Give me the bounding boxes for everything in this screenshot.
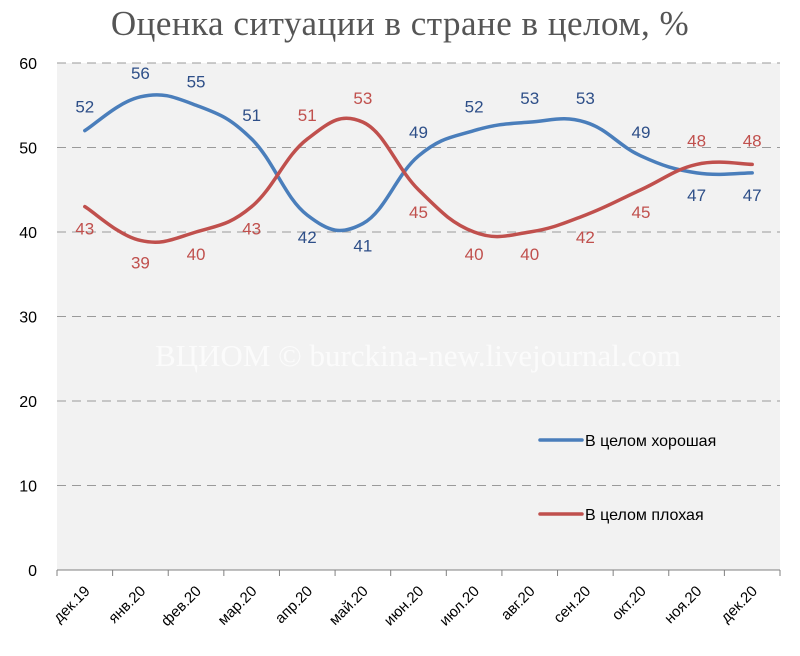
data-label: 47 (743, 186, 762, 205)
y-tick-label: 30 (19, 310, 37, 327)
data-label: 42 (576, 228, 595, 247)
watermark-text: ВЦИОМ © burckina-new.livejournal.com (155, 338, 681, 373)
data-label: 42 (298, 228, 317, 247)
data-label: 55 (187, 72, 206, 91)
chart-title: Оценка ситуации в стране в целом, % (110, 4, 690, 43)
data-label: 40 (187, 245, 206, 264)
x-tick-label: ноя.20 (661, 583, 705, 627)
x-tick-label: сен.20 (550, 583, 594, 627)
legend-label-1: В целом хорошая (585, 433, 716, 450)
data-label: 45 (409, 203, 428, 222)
y-tick-label: 60 (19, 56, 37, 73)
x-tick-label: авг.20 (498, 583, 539, 624)
data-label: 48 (743, 131, 762, 150)
y-tick-label: 20 (19, 394, 37, 411)
y-tick-label: 40 (19, 225, 37, 242)
y-tick-label: 10 (19, 479, 37, 496)
data-label: 49 (632, 123, 651, 142)
data-label: 40 (520, 245, 539, 264)
x-tick-label: дек.19 (50, 583, 93, 626)
y-tick-label: 0 (28, 563, 37, 580)
data-label: 53 (576, 89, 595, 108)
x-tick-label: май.20 (326, 583, 372, 629)
data-label: 53 (353, 89, 372, 108)
x-tick-label: дек.20 (718, 583, 761, 626)
legend-label-2: В целом плохая (585, 507, 704, 524)
y-tick-label: 50 (19, 141, 37, 158)
data-label: 52 (465, 98, 484, 117)
data-label: 56 (131, 64, 150, 83)
data-label: 40 (465, 245, 484, 264)
series-line-1 (83, 93, 754, 233)
x-tick-label: фев.20 (158, 583, 205, 630)
data-label: 45 (632, 203, 651, 222)
x-tick-label: янв.20 (105, 583, 149, 627)
x-tick-label: мар.20 (215, 583, 261, 629)
x-tick-label: окт.20 (609, 583, 650, 624)
data-label: 43 (242, 220, 261, 239)
data-label: 43 (75, 220, 94, 239)
series-line-2 (83, 116, 754, 244)
legend: В целом хорошая В целом плохая (538, 433, 716, 524)
data-label: 51 (298, 106, 317, 125)
x-tick-label: июл.20 (436, 583, 483, 630)
data-label: 52 (75, 98, 94, 117)
data-label: 48 (687, 131, 706, 150)
data-label: 51 (242, 106, 261, 125)
x-tick-label: апр.20 (272, 583, 316, 627)
data-label: 49 (409, 123, 428, 142)
data-label: 53 (520, 89, 539, 108)
x-tick-label: июн.20 (381, 583, 428, 630)
data-label: 47 (687, 186, 706, 205)
data-label: 39 (131, 253, 150, 272)
data-label: 41 (353, 237, 372, 256)
